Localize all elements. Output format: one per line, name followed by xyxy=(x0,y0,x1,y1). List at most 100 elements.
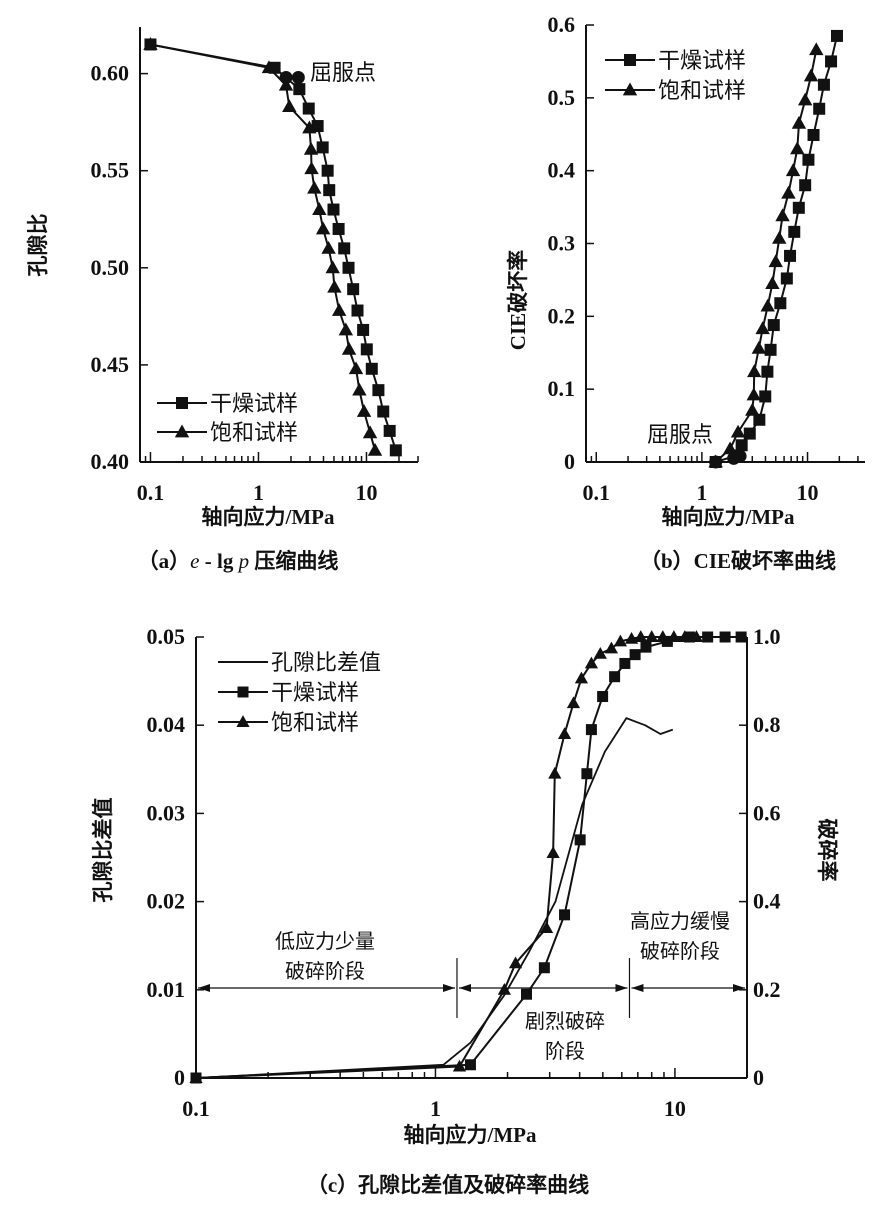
y-tick-label: 0.50 xyxy=(91,255,130,280)
y-axis-label: 孔隙比 xyxy=(26,214,50,277)
data-point-triangle xyxy=(803,68,819,82)
data-point-square xyxy=(351,304,364,317)
yield-point xyxy=(709,455,723,469)
data-point-triangle xyxy=(362,425,378,439)
caption-suffix: 压缩曲线 xyxy=(249,549,338,573)
y-right-tick-label: 0.6 xyxy=(753,800,781,825)
legend-label: 干燥试样 xyxy=(271,680,359,705)
data-point-square xyxy=(347,283,360,296)
y-tick-label: 0.05 xyxy=(147,624,186,649)
data-point-triangle xyxy=(634,630,648,642)
data-point-triangle xyxy=(278,77,294,91)
stage-label: 低应力少量 xyxy=(275,930,375,953)
caption-mid: - lg xyxy=(200,549,239,573)
data-point-square xyxy=(311,120,324,133)
data-point-square xyxy=(743,427,756,440)
x-tick-label: 10 xyxy=(664,1096,686,1121)
data-point-triangle xyxy=(566,696,581,709)
data-point-triangle xyxy=(765,276,780,289)
y-tick-label: 0.1 xyxy=(548,376,576,401)
data-point-triangle xyxy=(546,846,560,859)
series-line xyxy=(195,717,674,1079)
caption-prefix: （b） xyxy=(640,549,694,573)
data-point-square xyxy=(619,657,631,669)
y-tick-label: 0 xyxy=(174,1065,185,1090)
data-point-triangle xyxy=(557,727,572,739)
data-point-triangle xyxy=(282,99,297,113)
y-tick-label: 0.60 xyxy=(91,61,130,86)
data-point-triangle xyxy=(775,208,790,222)
data-point-square xyxy=(830,29,843,42)
data-point-square xyxy=(629,649,641,661)
data-point-square xyxy=(464,1059,476,1071)
y-tick-label: 0.3 xyxy=(548,231,576,256)
data-point-square xyxy=(321,164,334,177)
data-point-square xyxy=(365,362,378,375)
y-tick-label: 0.04 xyxy=(147,712,186,737)
series-triangle xyxy=(708,42,824,468)
panel-caption: （a）e - lg p 压缩曲线 xyxy=(138,549,339,573)
data-point-triangle xyxy=(341,341,357,355)
series-none xyxy=(195,717,674,1079)
data-point-square xyxy=(817,78,830,91)
data-point-square xyxy=(825,55,838,68)
data-point-square xyxy=(767,319,780,332)
arrowhead-left-icon xyxy=(198,984,210,993)
data-point-square xyxy=(759,390,772,403)
data-point-triangle xyxy=(781,185,796,199)
x-tick-label: 0.1 xyxy=(582,480,610,505)
caption-prefix: （a） xyxy=(138,549,191,573)
data-point-triangle xyxy=(338,322,354,336)
y-tick-label: 0.40 xyxy=(91,449,130,474)
x-tick-label: 1 xyxy=(253,480,264,505)
data-point-square xyxy=(799,179,812,192)
yield-point-label: 屈服点 xyxy=(647,422,713,447)
data-point-triangle xyxy=(497,982,511,995)
data-point-triangle xyxy=(352,382,367,396)
stage-label: 破碎阶段 xyxy=(285,960,365,983)
data-point-triangle xyxy=(584,656,599,669)
x-tick-label: 10 xyxy=(355,480,377,505)
y-right-tick-label: 0.8 xyxy=(753,712,781,737)
data-point-square xyxy=(753,413,766,426)
data-point-square xyxy=(521,988,533,1000)
data-point-triangle xyxy=(613,634,627,647)
data-point-triangle xyxy=(722,441,738,455)
data-point-triangle xyxy=(304,161,319,175)
data-point-square xyxy=(293,83,306,96)
y-tick-label: 0.01 xyxy=(147,977,186,1002)
data-point-triangle xyxy=(307,180,322,194)
data-point-square xyxy=(357,323,370,336)
data-point-triangle xyxy=(189,1071,203,1083)
data-point-square xyxy=(813,102,826,115)
x-tick-label: 0.1 xyxy=(182,1096,210,1121)
arrowhead-left-icon xyxy=(631,984,644,993)
data-point-triangle xyxy=(548,766,562,779)
chart-panel-c: 0.1 1 10 0 0.01 0.02 0.03 0.04 0.05 0 0.2 0.4 0.6 0.8… xyxy=(91,624,839,1197)
caption-var1: e xyxy=(190,549,199,573)
panel-caption: （c）孔隙比差值及破碎率曲线 xyxy=(307,1173,589,1197)
data-point-triangle xyxy=(348,361,364,375)
y-axis-label: CIE破坏率 xyxy=(506,250,530,350)
legend-marker-square xyxy=(237,686,249,698)
y-tick-label: 0.03 xyxy=(147,800,186,825)
yield-point xyxy=(733,449,747,463)
data-point-triangle xyxy=(667,630,681,642)
chart-panel-b: 0.1 1 10 0 0.1 0.2 0.3 0.4 0.5 0.6 轴向应力/MPa CIE破坏率 干… xyxy=(506,12,865,573)
data-point-square xyxy=(323,184,336,197)
legend-label: 干燥试样 xyxy=(658,48,746,73)
data-point-square xyxy=(719,631,731,643)
y-tick-label: 0.55 xyxy=(91,158,130,183)
data-point-triangle xyxy=(312,202,327,215)
series-triangle xyxy=(189,630,704,1083)
data-point-square xyxy=(609,671,621,683)
data-point-square xyxy=(780,272,793,285)
x-axis-label: 轴向应力/MPa xyxy=(202,505,335,529)
x-tick-label: 0.1 xyxy=(137,480,165,505)
data-point-square xyxy=(342,261,355,274)
series-triangle xyxy=(143,37,383,456)
data-point-square xyxy=(761,365,774,378)
caption-prefix: （c） xyxy=(307,1173,358,1197)
data-point-triangle xyxy=(303,141,319,155)
data-point-square xyxy=(383,424,396,437)
